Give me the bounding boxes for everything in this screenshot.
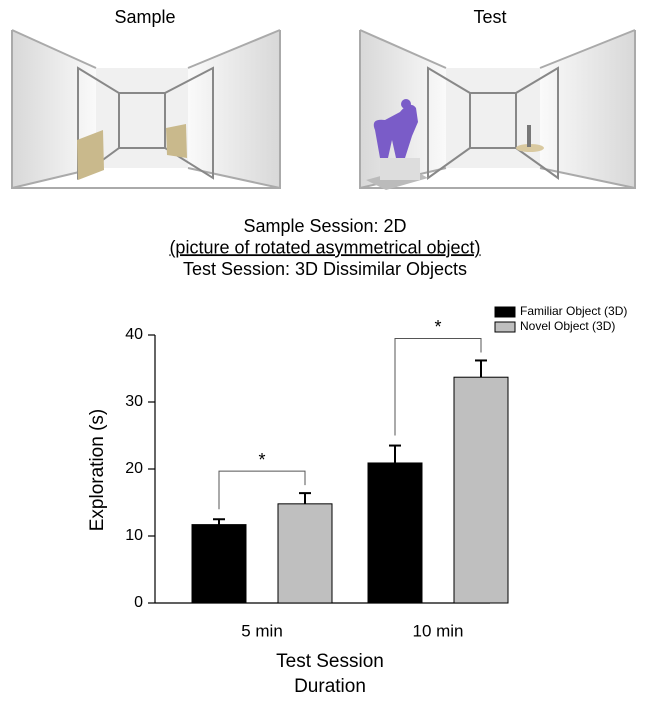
y-tick-label: 30 [125, 393, 143, 410]
legend-swatch [495, 322, 515, 332]
x-tick-label: 10 min [412, 621, 463, 640]
panel-label: Sample [114, 7, 175, 27]
x-axis-label: Test Session [276, 651, 384, 672]
picture [166, 124, 187, 158]
chart-title: (picture of rotated asymmetrical object) [169, 237, 480, 257]
bar [192, 525, 246, 603]
panel-label: Test [473, 7, 506, 27]
x-tick-label: 5 min [241, 621, 283, 640]
y-tick-label: 20 [125, 460, 143, 477]
y-axis-label: Exploration (s) [87, 409, 108, 532]
legend-swatch [495, 307, 515, 317]
y-tick-label: 10 [125, 527, 143, 544]
sample-room [12, 30, 280, 188]
chart-title: Test Session: 3D Dissimilar Objects [183, 259, 467, 279]
chart-title: Sample Session: 2D [243, 216, 406, 236]
y-tick-label: 40 [125, 326, 143, 343]
chart: Sample Session: 2D(picture of rotated as… [87, 216, 627, 697]
bar [454, 377, 508, 603]
bar [368, 463, 422, 603]
x-axis-label: Duration [294, 676, 366, 697]
figure: Sample Test Sample Session: 2D(picture o… [0, 0, 650, 699]
bar [278, 504, 332, 603]
y-tick-label: 0 [134, 594, 143, 611]
legend-label: Novel Object (3D) [520, 319, 615, 333]
significance-label: * [258, 450, 265, 470]
legend-label: Familiar Object (3D) [520, 304, 627, 318]
significance-label: * [434, 317, 441, 337]
